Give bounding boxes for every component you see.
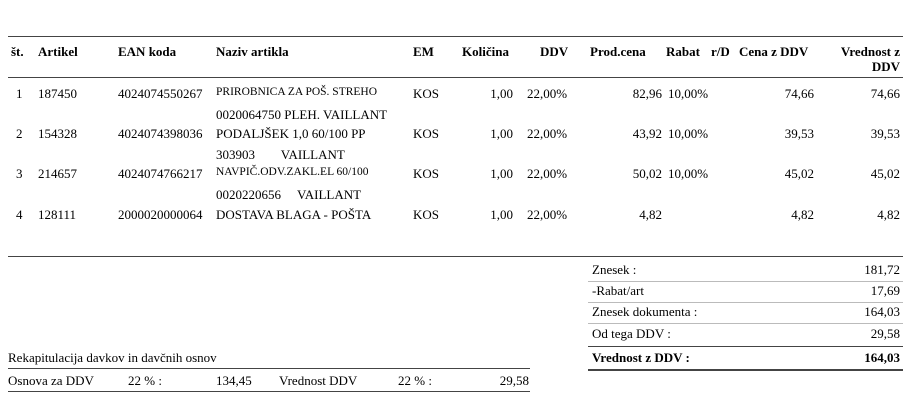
cell-ean: 4024074766217 bbox=[118, 166, 203, 181]
cell-ean: 2000020000064 bbox=[118, 207, 203, 222]
cell-kolicina: 1,00 bbox=[490, 86, 513, 101]
total-value: 29,58 bbox=[870, 326, 900, 341]
recap-rule-top bbox=[8, 368, 530, 369]
recap-vrednost-value: 29,58 bbox=[499, 373, 529, 388]
cell-em: KOS bbox=[413, 86, 440, 101]
cell-ddv: 22,00% bbox=[527, 86, 568, 101]
total-value: 181,72 bbox=[864, 262, 900, 277]
cell-prodcena: 50,02 bbox=[632, 166, 662, 181]
cell-ddv: 22,00% bbox=[527, 126, 568, 141]
total-label: Od tega DDV : bbox=[592, 326, 671, 341]
total-value: 164,03 bbox=[864, 304, 900, 319]
col-header-naziv: Naziv artikla bbox=[216, 44, 289, 59]
cell-artikel: 187450 bbox=[38, 86, 77, 101]
cell-vrednost: 45,02 bbox=[870, 166, 900, 181]
col-header-ddv: DDV bbox=[540, 44, 569, 59]
recap-osnova-label: Osnova za DDV bbox=[8, 373, 94, 388]
header-bottom-rule bbox=[8, 77, 903, 78]
cell-cena-ddv: 45,02 bbox=[784, 166, 814, 181]
recap-title: Rekapitulacija davkov in davčnih osnov bbox=[8, 350, 217, 365]
col-header-rabat: Rabat bbox=[666, 44, 700, 59]
cell-ean: 4024074398036 bbox=[118, 126, 203, 141]
col-header-rd: r/D bbox=[711, 44, 730, 59]
cell-naziv-line2: 0020220656 VAILLANT bbox=[216, 187, 362, 202]
col-header-artikel: Artikel bbox=[38, 44, 78, 59]
cell-vrednost: 4,82 bbox=[877, 207, 900, 222]
cell-prodcena: 4,82 bbox=[639, 207, 662, 222]
cell-naziv-line1: NAVPIČ.ODV.ZAKL.EL 60/100 bbox=[216, 166, 369, 178]
cell-naziv-line2: 303903 VAILLANT bbox=[216, 147, 345, 162]
cell-vrednost: 39,53 bbox=[870, 126, 900, 141]
cell-naziv-line1: PODALJŠEK 1,0 60/100 PP bbox=[216, 126, 366, 141]
cell-rabat: 10,00% bbox=[668, 166, 709, 181]
cell-rabat: 10,00% bbox=[668, 86, 709, 101]
col-header-vrednost: Vrednost z DDV bbox=[800, 44, 900, 74]
header-top-rule bbox=[8, 36, 903, 37]
cell-em: KOS bbox=[413, 126, 440, 141]
totals-rule bbox=[8, 256, 903, 257]
total-label: -Rabat/art bbox=[592, 283, 644, 298]
total-label: Znesek : bbox=[592, 262, 637, 277]
col-header-prodcena: Prod.cena bbox=[590, 44, 646, 59]
cell-naziv-line1: DOSTAVA BLAGA - POŠTA bbox=[216, 207, 372, 222]
col-header-st: št. bbox=[11, 44, 24, 59]
recap-osnova-value: 134,45 bbox=[216, 373, 252, 388]
recap-rule-bottom bbox=[8, 391, 530, 392]
cell-cena-ddv: 74,66 bbox=[784, 86, 814, 101]
cell-em: KOS bbox=[413, 207, 440, 222]
cell-st: 2 bbox=[16, 126, 23, 141]
cell-cena-ddv: 39,53 bbox=[784, 126, 814, 141]
col-header-vrednost-line1: Vrednost z bbox=[840, 44, 900, 59]
cell-artikel: 154328 bbox=[38, 126, 77, 141]
cell-st: 3 bbox=[16, 166, 23, 181]
col-header-ean: EAN koda bbox=[118, 44, 177, 59]
cell-kolicina: 1,00 bbox=[490, 207, 513, 222]
col-header-em: EM bbox=[413, 44, 434, 59]
cell-st: 4 bbox=[16, 207, 23, 222]
total-divider bbox=[588, 281, 903, 282]
recap-vrednost-label: Vrednost DDV bbox=[279, 373, 358, 388]
cell-em: KOS bbox=[413, 166, 440, 181]
cell-prodcena: 43,92 bbox=[632, 126, 662, 141]
cell-ean: 4024074550267 bbox=[118, 86, 203, 101]
col-header-kolicina: Količina bbox=[462, 44, 509, 59]
cell-artikel: 128111 bbox=[38, 207, 77, 222]
recap-osnova-rate: 22 % : bbox=[128, 373, 162, 388]
col-header-cena-ddv: Cena z DDV bbox=[739, 44, 809, 59]
cell-kolicina: 1,00 bbox=[490, 126, 513, 141]
grand-total-rule-bottom bbox=[588, 369, 903, 371]
cell-ddv: 22,00% bbox=[527, 207, 568, 222]
cell-naziv-line2: 0020064750 PLEH. VAILLANT bbox=[216, 107, 388, 122]
cell-cena-ddv: 4,82 bbox=[791, 207, 814, 222]
cell-naziv-line1: PRIROBNICA ZA POŠ. STREHO bbox=[216, 86, 378, 98]
grand-total-value: 164,03 bbox=[864, 350, 900, 365]
grand-total-label: Vrednost z DDV : bbox=[592, 350, 690, 365]
cell-vrednost: 74,66 bbox=[870, 86, 900, 101]
grand-total-rule-top bbox=[588, 346, 903, 347]
cell-rabat: 10,00% bbox=[668, 126, 709, 141]
total-divider bbox=[588, 323, 903, 324]
cell-prodcena: 82,96 bbox=[632, 86, 662, 101]
cell-ddv: 22,00% bbox=[527, 166, 568, 181]
total-value: 17,69 bbox=[870, 283, 900, 298]
total-divider bbox=[588, 302, 903, 303]
cell-st: 1 bbox=[16, 86, 23, 101]
col-header-vrednost-line2: DDV bbox=[871, 59, 900, 74]
recap-vrednost-rate: 22 % : bbox=[398, 373, 432, 388]
cell-kolicina: 1,00 bbox=[490, 166, 513, 181]
cell-artikel: 214657 bbox=[38, 166, 77, 181]
total-label: Znesek dokumenta : bbox=[592, 304, 698, 319]
